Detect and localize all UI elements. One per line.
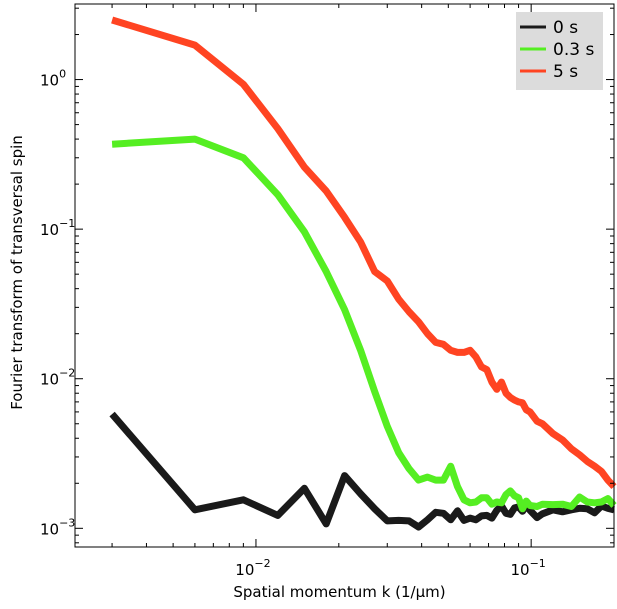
legend: 0 s0.3 s5 s (516, 12, 603, 90)
y-tick-label: 10−3 (40, 516, 75, 538)
y-tick-label: 100 (40, 68, 66, 90)
legend-label-2: 5 s (553, 62, 578, 82)
x-axis-title: Spatial momentum k (1/μm) (233, 583, 445, 601)
legend-label-1: 0.3 s (553, 40, 594, 60)
series-line-0 (109, 411, 615, 531)
y-axis-title: Fourier transform of transversal spin (8, 135, 26, 410)
plot-frame (74, 3, 615, 548)
y-tick-label: 10−2 (40, 367, 75, 389)
legend-box (516, 12, 603, 90)
x-tick-label: 10−2 (235, 557, 270, 579)
legend-label-0: 0 s (553, 18, 578, 38)
tick-layer: 10−2 10−1 10−3 10−2 10−1 100 (40, 4, 615, 579)
y-tick-label: 10−1 (40, 217, 75, 239)
series-line-1 (111, 135, 617, 513)
series-layer (109, 16, 617, 531)
series-line-2 (111, 16, 617, 489)
x-tick-label: 10−1 (511, 557, 546, 579)
